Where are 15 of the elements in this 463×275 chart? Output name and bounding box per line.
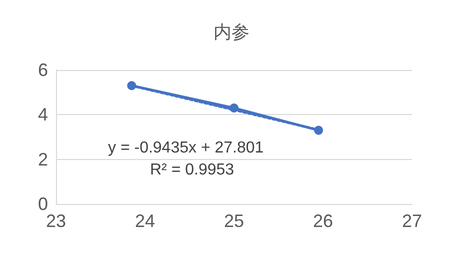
- x-tick-label: 23: [46, 211, 66, 231]
- point: [314, 126, 324, 135]
- y-tick-label: 4: [38, 104, 48, 125]
- y-tick-label: 2: [38, 149, 48, 170]
- x-tick-label: 26: [312, 211, 334, 231]
- annotation: R² = 0.9953: [150, 162, 234, 178]
- x-tick-label: 25: [224, 211, 244, 231]
- point: [230, 103, 238, 112]
- y-tick-label: 0: [38, 194, 48, 214]
- x-tick-label: 27: [402, 211, 422, 231]
- chart-title: 内参: [214, 22, 250, 42]
- y-tick-label: 6: [38, 60, 48, 80]
- x-tick-label: 24: [134, 211, 156, 231]
- point: [127, 81, 136, 90]
- annotation: y = -0.9435x + 27.801: [108, 140, 264, 156]
